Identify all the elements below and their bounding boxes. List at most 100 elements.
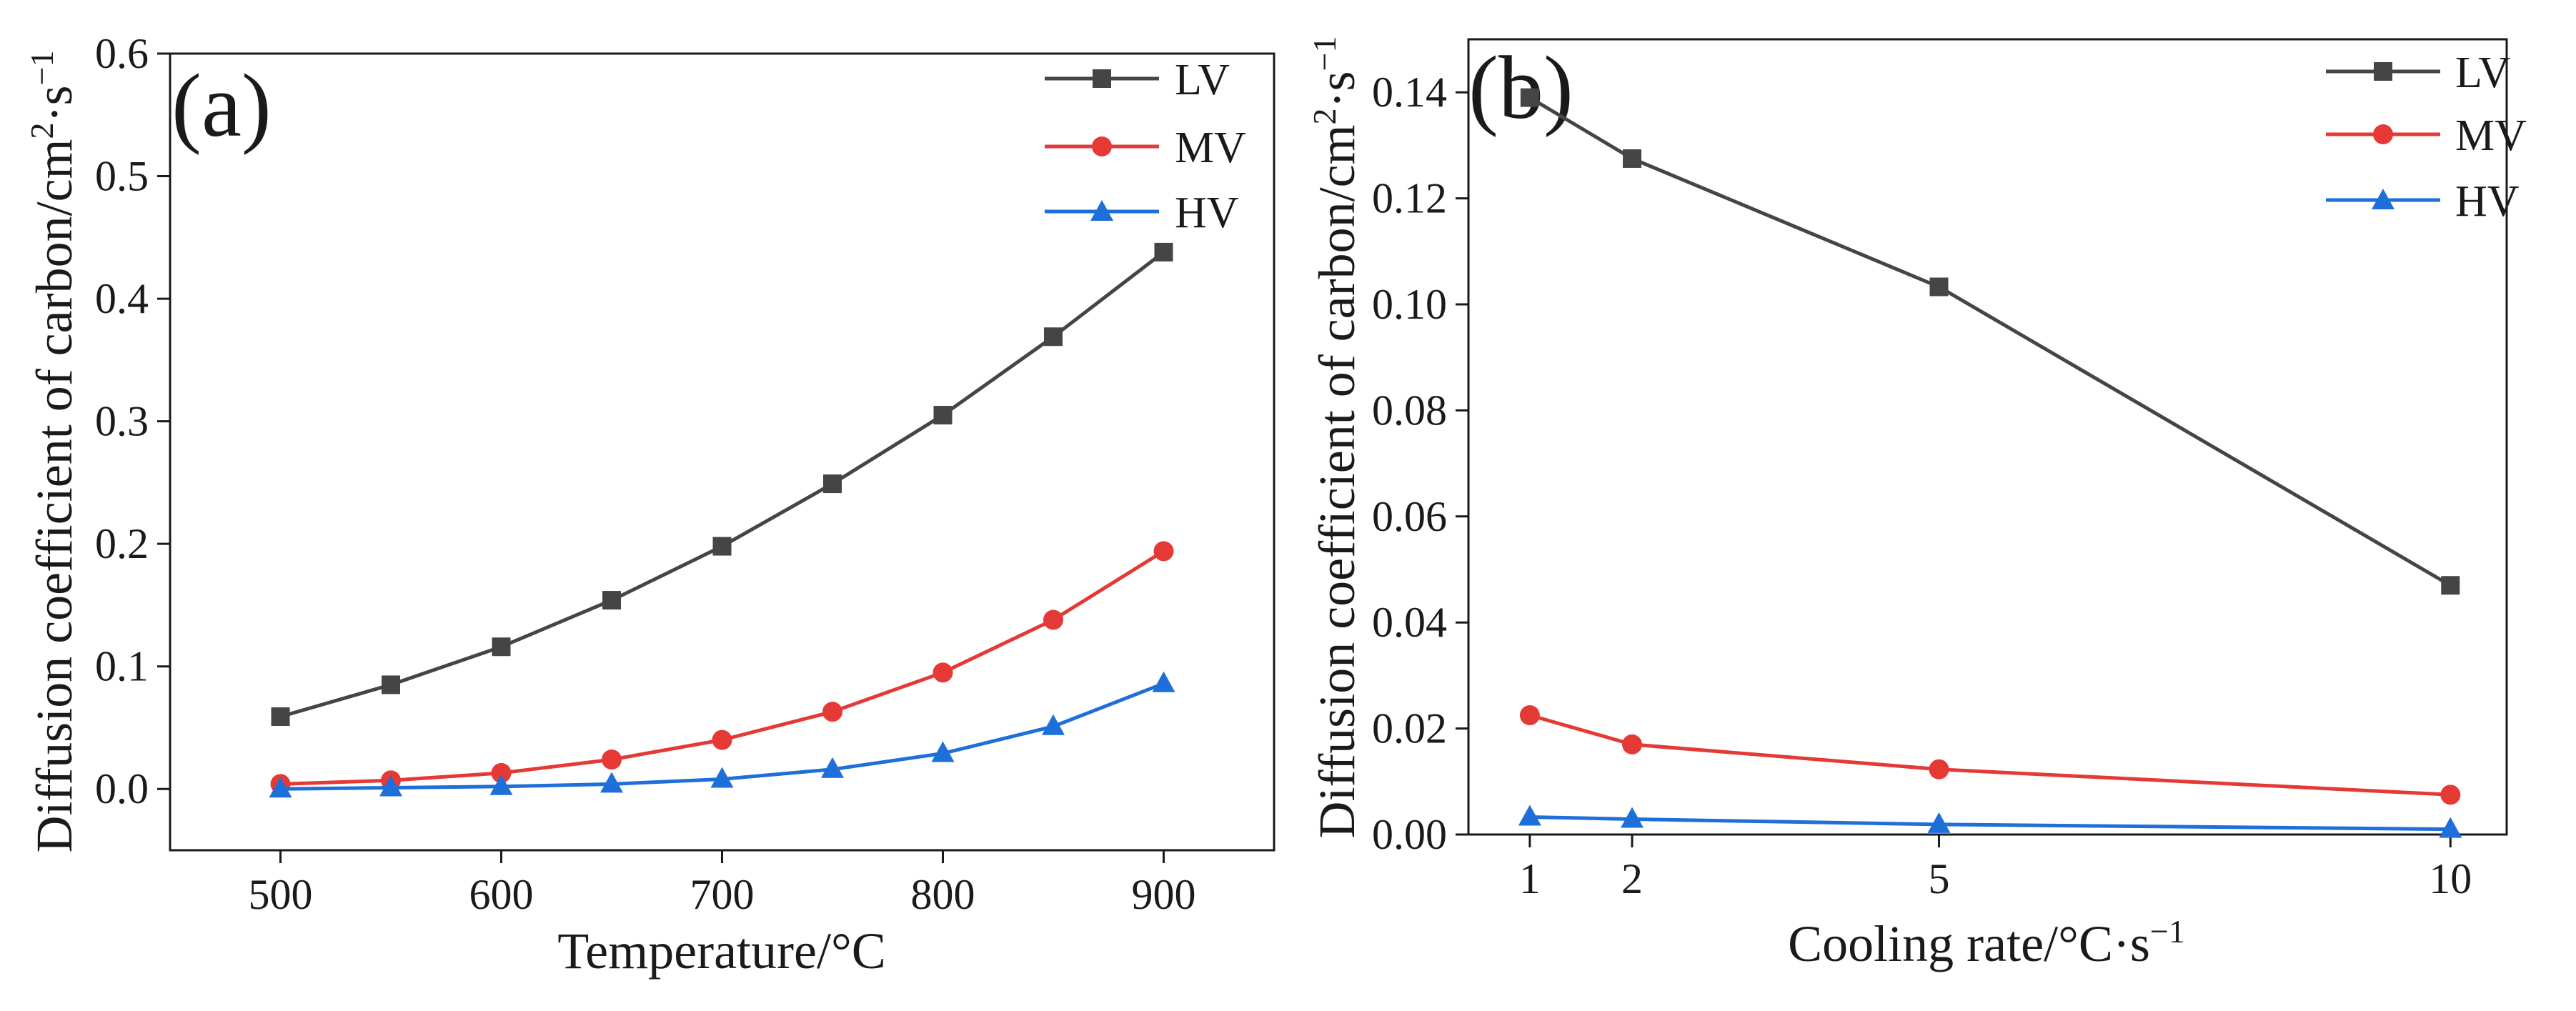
- legend-marker-lv: [1093, 69, 1111, 88]
- x-tick-label: 10: [2429, 855, 2472, 902]
- panel-b-x-axis-title: Cooling rate/°C·s−1: [1788, 913, 2185, 972]
- data-point-hv: [2439, 817, 2462, 838]
- x-tick-label: 1: [1519, 855, 1541, 902]
- series-line-lv: [279, 250, 1165, 719]
- data-point-hv: [379, 775, 402, 797]
- y-tick-label: 0.4: [95, 275, 149, 322]
- data-point-hv: [710, 767, 734, 788]
- data-point-lv: [492, 637, 511, 657]
- data-point-mv: [933, 662, 953, 683]
- data-point-hv: [489, 774, 513, 795]
- data-point-lv: [271, 707, 290, 727]
- panel-a-y-title-mid: ·s: [26, 85, 83, 122]
- data-point-mv: [1043, 609, 1063, 630]
- y-tick-label: 0.00: [1372, 811, 1447, 858]
- x-tick-label: 700: [690, 871, 755, 918]
- series-line-lv: [1528, 96, 2452, 587]
- x-tick-label: 5: [1929, 855, 1950, 902]
- data-point-mv: [1519, 705, 1540, 726]
- data-point-mv: [2440, 785, 2461, 805]
- panel-b-y-title-main: Diffusion coefficient of carbon/cm: [1308, 124, 1366, 838]
- data-point-lv: [382, 675, 400, 694]
- data-point-mv: [822, 702, 842, 722]
- legend-label-mv: MV: [2455, 111, 2527, 160]
- panel-b-series: [1518, 88, 2462, 838]
- panel-a-y-title-main: Diffusion coefficient of carbon/cm: [26, 139, 83, 852]
- panel-b-x-title-sup: −1: [2150, 913, 2185, 950]
- panel-a-x-ticks: 500 600 700 800 900: [249, 850, 1196, 918]
- panel-a-label: (a): [171, 56, 272, 156]
- panel-b-y-ticks: 0.00 0.02 0.04 0.06 0.08 0.10 0.12 0.14: [1372, 69, 1468, 858]
- legend-marker-mv: [1092, 136, 1112, 156]
- panel-b-y-title-mid: ·s: [1308, 71, 1366, 108]
- y-tick-label: 0.6: [95, 30, 149, 77]
- x-tick-label: 900: [1132, 871, 1196, 918]
- data-point-hv: [931, 741, 955, 762]
- x-tick-label: 800: [911, 871, 975, 918]
- legend-label-hv: HV: [1175, 189, 1239, 237]
- panel-b-y-title-sup1: 2: [1306, 108, 1343, 124]
- panel-a: (a) 500 600 700 800 900 0.00.10.20.30.40.50.…: [24, 30, 1275, 980]
- legend-item-mv: MV: [1045, 124, 1246, 172]
- panel-a-x-axis-title: Temperature/°C: [557, 922, 886, 980]
- y-tick-label: 0.04: [1372, 599, 1447, 646]
- y-tick-label: 0.14: [1372, 69, 1447, 116]
- panel-b-plot-frame: [1467, 38, 2508, 836]
- data-point-mv: [1622, 734, 1643, 754]
- y-tick-label: 0.06: [1372, 493, 1447, 540]
- data-point-lv: [1044, 327, 1063, 347]
- legend-marker-hv: [2372, 189, 2395, 209]
- legend-item-lv: LV: [2326, 49, 2510, 97]
- data-point-hv: [1518, 805, 1541, 826]
- data-point-hv: [1927, 812, 1951, 833]
- data-point-lv: [1623, 149, 1642, 168]
- legend-label-mv: MV: [1175, 124, 1246, 172]
- panel-b-label: (b): [1468, 39, 1573, 138]
- legend-label-lv: LV: [2455, 49, 2510, 97]
- series-line-mv: [1529, 713, 2451, 797]
- data-point-hv: [1152, 671, 1175, 692]
- panel-a-y-ticks: 0.0 0.1 0.2 0.3 0.4 0.5 0.6: [95, 30, 170, 812]
- panel-a-series: [269, 242, 1175, 798]
- data-point-hv: [1042, 714, 1065, 735]
- legend-item-lv: LV: [1045, 56, 1230, 104]
- data-point-lv: [602, 591, 621, 610]
- x-tick-label: 500: [249, 871, 313, 918]
- panel-a-y-title-sup2: −1: [24, 51, 60, 86]
- legend-marker-lv: [2374, 62, 2392, 81]
- y-tick-label: 0.3: [95, 398, 149, 445]
- y-tick-label: 0.12: [1372, 175, 1447, 222]
- legend-marker-hv: [1090, 200, 1113, 221]
- series-line-hv: [1529, 815, 2451, 832]
- panel-b: (b) 1 2 5 10 0.000.020.040.060.080.100.120.…: [1306, 36, 2527, 972]
- panel-a-y-title-sup1: 2: [24, 122, 60, 139]
- y-tick-label: 0.02: [1372, 705, 1447, 752]
- y-tick-label: 0.2: [95, 520, 149, 567]
- panel-b-y-axis-title: Diffusion coefficient of carbon/cm2·s−1: [1306, 36, 1366, 839]
- y-tick-label: 0.10: [1372, 281, 1447, 328]
- legend-item-hv: HV: [1045, 189, 1239, 237]
- y-tick-label: 0.5: [95, 153, 149, 200]
- data-point-lv: [2441, 576, 2460, 595]
- legend-label-lv: LV: [1175, 56, 1230, 104]
- x-tick-label: 600: [469, 871, 534, 918]
- data-point-lv: [1154, 242, 1173, 262]
- panel-a-legend: LV MV HV: [1045, 56, 1246, 237]
- data-point-hv: [600, 772, 623, 793]
- data-point-mv: [712, 729, 732, 750]
- y-tick-label: 0.08: [1372, 387, 1447, 434]
- legend-label-hv: HV: [2455, 177, 2520, 226]
- data-point-hv: [821, 757, 844, 778]
- x-tick-label: 2: [1621, 855, 1643, 902]
- panel-b-y-title-sup2: −1: [1306, 36, 1343, 71]
- legend-item-hv: HV: [2326, 177, 2520, 226]
- data-point-lv: [712, 537, 732, 556]
- data-point-lv: [823, 474, 842, 494]
- legend-marker-mv: [2373, 124, 2393, 144]
- data-point-lv: [1520, 88, 1539, 107]
- data-point-lv: [933, 406, 953, 425]
- data-point-hv: [269, 777, 292, 798]
- data-point-mv: [602, 749, 622, 770]
